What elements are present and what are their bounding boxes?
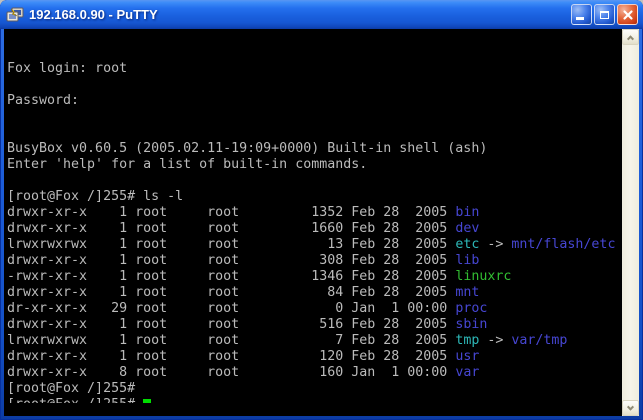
terminal-line: Enter 'help' for a list of built-in comm… — [7, 157, 368, 173]
terminal-line — [7, 77, 622, 93]
terminal-line: Password: — [7, 93, 80, 109]
terminal-line — [7, 109, 622, 125]
terminal-line — [7, 125, 622, 141]
close-button[interactable] — [617, 4, 638, 25]
terminal-line: -rwxr-xr-x 1 root root 1346 Feb 28 2005 … — [7, 269, 512, 285]
terminal-line: lrwxrwxrwx 1 root root 13 Feb 28 2005 et… — [7, 237, 616, 253]
terminal-line — [7, 45, 622, 61]
terminal-line: BusyBox v0.60.5 (2005.02.11-19:09+0000) … — [7, 141, 488, 157]
terminal-line: drwxr-xr-x 1 root root 1352 Feb 28 2005 … — [7, 205, 480, 221]
chevron-up-icon — [626, 34, 635, 42]
scrollbar-track[interactable] — [622, 45, 639, 400]
maximize-button[interactable] — [594, 4, 615, 25]
terminal-output[interactable]: Fox login: root Password: BusyBox v0.60.5 … — [4, 42, 622, 403]
terminal-line: lrwxrwxrwx 1 root root 7 Feb 28 2005 tmp… — [7, 333, 568, 349]
window-title: 192.168.0.90 - PuTTY — [29, 7, 158, 22]
terminal-line: drwxr-xr-x 1 root root 84 Feb 28 2005 mn… — [7, 285, 480, 301]
terminal-line: drwxr-xr-x 1 root root 516 Feb 28 2005 s… — [7, 317, 488, 333]
terminal-cursor — [143, 399, 152, 403]
terminal-line: Fox login: root — [7, 61, 128, 77]
titlebar[interactable]: 192.168.0.90 - PuTTY — [0, 0, 643, 29]
terminal-line: [root@Fox /]255# — [7, 381, 136, 397]
terminal-line: drwxr-xr-x 8 root root 160 Jan 1 00:00 v… — [7, 365, 480, 381]
terminal-line: dr-xr-xr-x 29 root root 0 Jan 1 00:00 pr… — [7, 301, 488, 317]
maximize-icon — [600, 10, 609, 19]
chevron-down-icon — [626, 403, 635, 411]
terminal-line: drwxr-xr-x 1 root root 308 Feb 28 2005 l… — [7, 253, 480, 269]
scroll-up-button[interactable] — [622, 29, 639, 45]
putty-terminals-icon — [6, 7, 24, 21]
scroll-down-button[interactable] — [622, 400, 639, 416]
terminal-line: [root@Fox /]255# ls -l — [7, 189, 184, 205]
terminal-line — [7, 173, 622, 189]
close-icon — [622, 9, 633, 20]
minimize-button[interactable] — [571, 4, 592, 25]
scrollbar[interactable] — [622, 29, 639, 416]
terminal-line: drwxr-xr-x 1 root root 120 Feb 28 2005 u… — [7, 349, 480, 365]
terminal-client-area: Fox login: root Password: BusyBox v0.60.5 … — [4, 29, 639, 416]
minimize-icon — [576, 17, 584, 20]
terminal-line: [root@Fox /]255# — [7, 397, 622, 403]
terminal-line: drwxr-xr-x 1 root root 1660 Feb 28 2005 … — [7, 221, 480, 237]
